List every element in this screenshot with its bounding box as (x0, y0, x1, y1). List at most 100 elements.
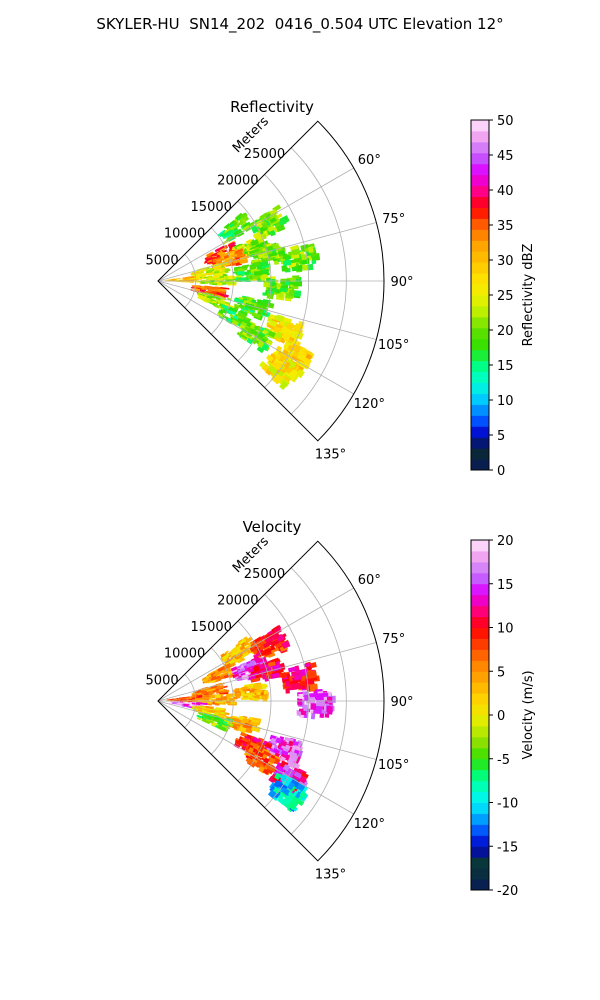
echo-gate (282, 747, 289, 753)
azimuth-tick-label: 135° (315, 868, 346, 883)
echo-gate (242, 221, 251, 228)
echo-gate (292, 740, 299, 746)
echo-gate (176, 697, 186, 699)
echo-gate (282, 259, 292, 266)
colorbar-swatch (471, 327, 489, 340)
echo-gate (222, 657, 228, 663)
echo-gate (298, 775, 307, 784)
echo-gate (210, 679, 216, 684)
echo-gate (233, 243, 242, 250)
echo-gate (200, 289, 205, 293)
colorbar-swatch (471, 868, 489, 880)
echo-gate (269, 208, 277, 216)
echo-gate (217, 229, 225, 237)
colorbar-label: Reflectivity dBZ (521, 244, 536, 347)
echo-gate (276, 283, 281, 288)
echo-gate (278, 793, 285, 800)
echo-gate (283, 334, 291, 343)
echo-gate (246, 750, 256, 757)
echo-gate (248, 250, 255, 255)
echo-gate (242, 306, 249, 311)
colorbar-swatch (471, 824, 489, 836)
echo-gate (234, 687, 240, 692)
echo-gate (246, 247, 252, 251)
echo-gate (200, 281, 205, 284)
echo-gate (307, 246, 314, 254)
echo-gate (191, 270, 199, 274)
echo-gate (285, 688, 290, 694)
echo-gate (243, 271, 250, 276)
echo-gate (244, 641, 250, 647)
echo-gate (240, 720, 246, 724)
echo-gate (204, 285, 212, 289)
range-tick-label: 20000 (217, 173, 258, 188)
echo-gate (218, 271, 226, 275)
colorbar-tick-label: -10 (497, 797, 518, 812)
echo-gate (280, 752, 291, 761)
colorbar-swatch (471, 196, 489, 208)
echo-gate (206, 688, 215, 692)
echo-gate (272, 647, 280, 653)
azimuth-tick-label: 120° (354, 817, 385, 832)
echo-gate (266, 768, 274, 775)
echo-gate (207, 254, 212, 259)
echo-gate (278, 756, 286, 764)
echo-gate (226, 700, 231, 704)
echo-gate (233, 315, 239, 320)
echo-gate (220, 653, 226, 659)
echo-gate (287, 757, 295, 765)
echo-gate (271, 360, 282, 371)
echo-gate (288, 740, 294, 747)
azimuth-tick-label: 75° (382, 212, 405, 227)
echo-gate (192, 706, 201, 710)
echo-gate (216, 258, 222, 263)
echo-gate (223, 229, 233, 237)
colorbar-swatch (471, 813, 489, 825)
colorbar-tick-label: 5 (497, 429, 505, 444)
echo-gate (232, 651, 238, 656)
echo-gate (205, 272, 213, 276)
colorbar-swatch (471, 349, 489, 362)
echo-gate (206, 295, 213, 300)
azimuth-spoke (157, 700, 354, 815)
azimuth-spoke (157, 280, 377, 340)
colorbar-swatch (471, 780, 489, 793)
echo-gate (252, 233, 259, 239)
colorbar-swatch (471, 174, 489, 187)
echo-gate (179, 697, 187, 700)
echo-gate (287, 799, 299, 811)
colorbar-swatch (471, 846, 489, 858)
echo-gate (233, 303, 240, 308)
colorbar-tick-label: 10 (497, 394, 514, 409)
echo-gate (291, 248, 301, 257)
echo-gate (225, 659, 235, 666)
echo-gate (247, 747, 254, 754)
echo-gate (270, 282, 276, 286)
echo-gate (216, 684, 224, 689)
echo-gate (191, 702, 201, 706)
echo-gate (290, 258, 300, 264)
echo-gate (274, 353, 282, 360)
colorbar-tick-label: 0 (497, 464, 505, 479)
colorbar-swatch (471, 605, 489, 618)
echo-gate (228, 223, 234, 229)
colorbar-swatch (471, 284, 489, 296)
echo-gate (233, 298, 243, 304)
colorbar-swatch (471, 448, 489, 460)
echo-gate (271, 632, 280, 641)
echo-gate (207, 670, 216, 676)
echo-gate (234, 253, 241, 258)
echo-gate (196, 714, 203, 719)
echo-gate (263, 282, 270, 288)
azimuth-tick-label: 90° (390, 695, 413, 710)
echo-gate (310, 703, 317, 710)
colorbar-tick-label: 45 (497, 149, 514, 164)
echo-gate (297, 698, 303, 706)
echo-gate (306, 666, 312, 671)
echo-gate (172, 702, 179, 704)
echo-gate (261, 647, 272, 656)
echo-gate (198, 268, 207, 272)
echo-gate (258, 331, 266, 337)
range-tick-label: 25000 (244, 567, 285, 582)
echo-gate (172, 703, 181, 705)
